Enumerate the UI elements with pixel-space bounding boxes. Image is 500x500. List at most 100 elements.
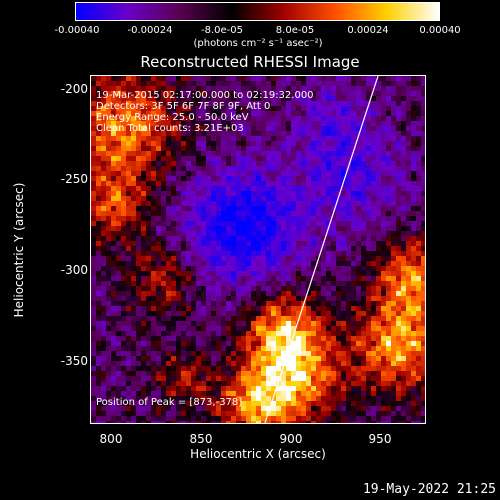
heatmap-cell	[121, 141, 126, 146]
heatmap-cell	[91, 236, 96, 241]
heatmap-cell	[301, 176, 306, 181]
heatmap-cell	[101, 386, 106, 391]
heatmap-cell	[411, 221, 416, 226]
heatmap-cell	[356, 381, 361, 386]
heatmap-cell	[146, 226, 151, 231]
heatmap-cell	[116, 191, 121, 196]
heatmap-cell	[251, 266, 256, 271]
heatmap-cell	[231, 81, 236, 86]
heatmap-cell	[166, 281, 171, 286]
heatmap-cell	[386, 331, 391, 336]
heatmap-cell	[326, 356, 331, 361]
heatmap-cell	[401, 331, 406, 336]
heatmap-cell	[171, 356, 176, 361]
heatmap-cell	[391, 216, 396, 221]
heatmap-cell	[166, 166, 171, 171]
heatmap-cell	[256, 356, 261, 361]
heatmap-cell	[281, 261, 286, 266]
heatmap-cell	[401, 126, 406, 131]
heatmap-cell	[366, 296, 371, 301]
heatmap-cell	[336, 166, 341, 171]
heatmap-cell	[106, 321, 111, 326]
heatmap-cell	[156, 106, 161, 111]
heatmap-cell	[411, 291, 416, 296]
heatmap-cell	[251, 96, 256, 101]
heatmap-cell	[406, 316, 411, 321]
heatmap-cell	[341, 161, 346, 166]
heatmap-cell	[226, 396, 231, 401]
heatmap-cell	[306, 321, 311, 326]
heatmap-cell	[416, 341, 421, 346]
heatmap-cell	[346, 241, 351, 246]
heatmap-cell	[206, 201, 211, 206]
heatmap-cell	[96, 76, 101, 81]
heatmap-cell	[396, 406, 401, 411]
heatmap-cell	[336, 331, 341, 336]
heatmap-cell	[261, 171, 266, 176]
heatmap-cell	[296, 151, 301, 156]
heatmap-cell	[191, 186, 196, 191]
heatmap-cell	[196, 246, 201, 251]
heatmap-cell	[211, 261, 216, 266]
x-tick-label: 950	[368, 432, 392, 446]
heatmap-cell	[321, 196, 326, 201]
heatmap-cell	[401, 176, 406, 181]
heatmap-cell	[241, 396, 246, 401]
heatmap-cell	[251, 391, 256, 396]
heatmap-cell	[421, 331, 425, 336]
heatmap-cell	[331, 256, 336, 261]
heatmap-cell	[376, 276, 381, 281]
heatmap-cell	[366, 146, 371, 151]
heatmap-cell	[231, 226, 236, 231]
heatmap-cell	[401, 276, 406, 281]
heatmap-cell	[376, 111, 381, 116]
heatmap-cell	[316, 111, 321, 116]
heatmap-cell	[411, 406, 416, 411]
heatmap-cell	[176, 286, 181, 291]
heatmap-cell	[266, 361, 271, 366]
heatmap-cell	[236, 271, 241, 276]
heatmap-cell	[271, 331, 276, 336]
heatmap-cell	[136, 246, 141, 251]
heatmap-cell	[126, 161, 131, 166]
heatmap-cell	[236, 86, 241, 91]
heatmap-cell	[271, 216, 276, 221]
heatmap-cell	[356, 296, 361, 301]
heatmap-cell	[191, 286, 196, 291]
heatmap-cell	[91, 181, 96, 186]
heatmap-cell	[306, 381, 311, 386]
heatmap-cell	[361, 306, 366, 311]
heatmap-cell	[366, 96, 371, 101]
heatmap-cell	[96, 106, 101, 111]
heatmap-cell	[206, 391, 211, 396]
heatmap-cell	[141, 246, 146, 251]
heatmap-cell	[96, 241, 101, 246]
heatmap-cell	[306, 251, 311, 256]
heatmap-cell	[381, 316, 386, 321]
heatmap-cell	[186, 301, 191, 306]
heatmap-cell	[201, 296, 206, 301]
heatmap-cell	[266, 406, 271, 411]
heatmap-cell	[366, 276, 371, 281]
heatmap-cell	[341, 201, 346, 206]
heatmap-cell	[271, 351, 276, 356]
heatmap-cell	[121, 121, 126, 126]
colorbar-units: (photons cm⁻² s⁻¹ asec⁻²)	[193, 38, 323, 49]
heatmap-cell	[191, 261, 196, 266]
heatmap-cell	[211, 361, 216, 366]
heatmap-cell	[176, 141, 181, 146]
heatmap-cell	[101, 416, 106, 421]
heatmap-cell	[136, 91, 141, 96]
heatmap-cell	[216, 331, 221, 336]
heatmap-cell	[276, 241, 281, 246]
heatmap-cell	[166, 201, 171, 206]
heatmap-cell	[151, 296, 156, 301]
heatmap-cell	[286, 386, 291, 391]
heatmap-cell	[96, 341, 101, 346]
heatmap-cell	[181, 346, 186, 351]
heatmap-cell	[311, 166, 316, 171]
heatmap-cell	[391, 306, 396, 311]
heatmap-cell	[391, 346, 396, 351]
heatmap-cell	[216, 101, 221, 106]
heatmap-cell	[96, 251, 101, 256]
